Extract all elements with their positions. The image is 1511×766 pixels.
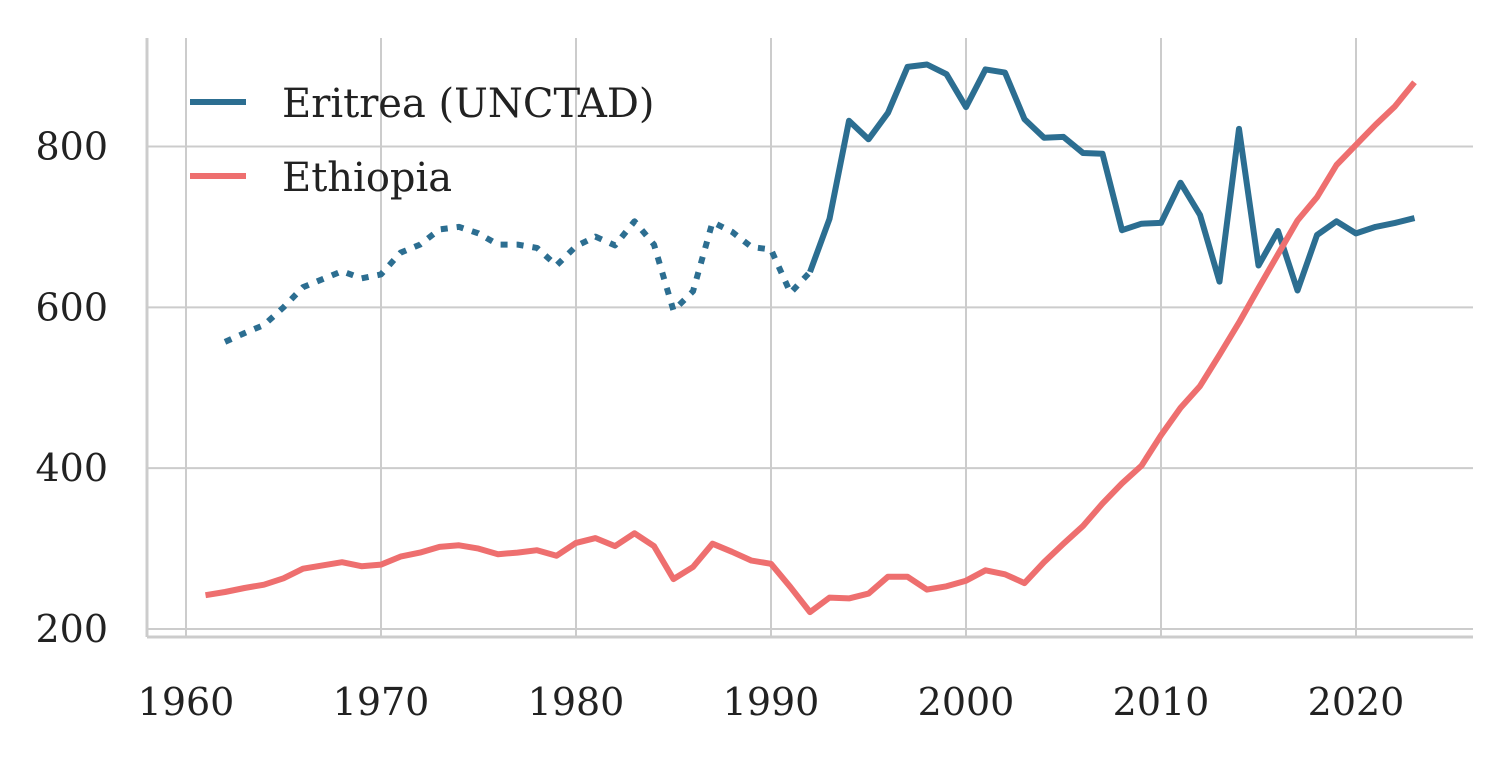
series-eritrea-dotted bbox=[223, 218, 813, 345]
x-tick-label: 2010 bbox=[1113, 680, 1210, 724]
series-ethiopia bbox=[205, 80, 1417, 616]
y-tick-label: 800 bbox=[35, 125, 108, 169]
y-tick-label: 600 bbox=[35, 285, 108, 329]
y-tick-label: 200 bbox=[35, 607, 108, 651]
y-tick-label: 400 bbox=[35, 446, 108, 490]
legend: Eritrea (UNCTAD) Ethiopia bbox=[190, 81, 655, 201]
x-tick-label: 1970 bbox=[333, 680, 430, 724]
x-tick-label: 2020 bbox=[1308, 680, 1405, 724]
grid-lines bbox=[147, 38, 1473, 637]
series-lines bbox=[205, 61, 1417, 616]
series-eritrea-solid bbox=[807, 61, 1416, 294]
axes bbox=[145, 38, 1473, 639]
x-tick-label: 1980 bbox=[528, 680, 625, 724]
x-tick-label: 2000 bbox=[918, 680, 1015, 724]
legend-label-ethiopia: Ethiopia bbox=[282, 155, 452, 201]
x-tick-label: 1990 bbox=[723, 680, 820, 724]
tick-labels: 1960 1970 1980 1990 2000 2010 2020 200 400 600 800 bbox=[35, 125, 1404, 724]
x-tick-label: 1960 bbox=[138, 680, 235, 724]
legend-label-eritrea: Eritrea (UNCTAD) bbox=[282, 81, 655, 127]
